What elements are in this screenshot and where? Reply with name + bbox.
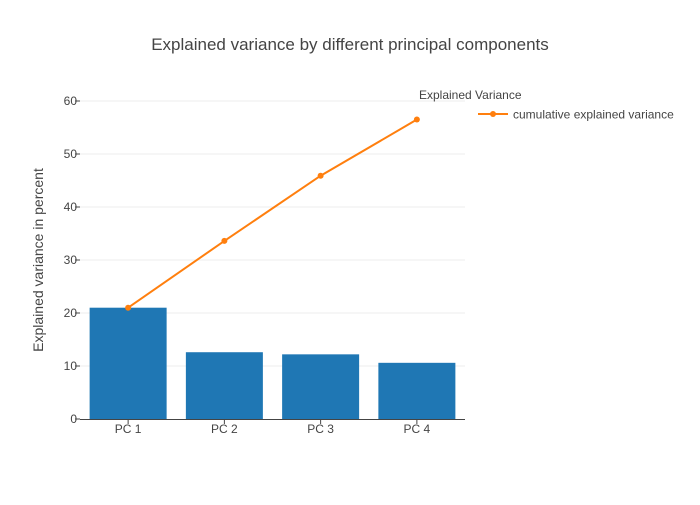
legend-marker-swatch (490, 111, 496, 117)
y-axis-ticks: 0 10 20 30 40 50 60 (64, 94, 80, 426)
x-tick-label: PC 2 (211, 422, 238, 436)
y-tick-label: 50 (64, 147, 78, 161)
bar-series (89, 307, 456, 419)
chart-title: Explained variance by different principa… (151, 35, 549, 54)
y-tick-label: 30 (64, 253, 78, 267)
legend: Explained Variance cumulative explained … (419, 88, 674, 122)
legend-title: Explained Variance (419, 88, 522, 102)
bar[interactable] (282, 354, 360, 419)
line-point[interactable] (317, 172, 324, 179)
bar[interactable] (378, 362, 456, 419)
y-axis-title: Explained variance in percent (30, 168, 46, 352)
legend-item-label: cumulative explained variance (513, 108, 674, 122)
bar[interactable] (89, 307, 167, 419)
y-tick-label: 40 (64, 200, 78, 214)
line-point[interactable] (413, 116, 420, 123)
line-point[interactable] (221, 237, 228, 244)
x-tick-label: PC 1 (115, 422, 142, 436)
y-tick-label: 0 (70, 412, 77, 426)
line-point[interactable] (125, 304, 132, 311)
x-axis-ticks: PC 1 PC 2 PC 3 PC 4 (115, 419, 431, 436)
legend-item-cumulative[interactable]: cumulative explained variance (478, 108, 674, 122)
x-tick-label: PC 4 (404, 422, 431, 436)
cumulative-line-series (125, 116, 420, 311)
y-tick-label: 60 (64, 94, 78, 108)
y-tick-label: 10 (64, 359, 78, 373)
cumulative-line (127, 118, 418, 309)
y-tick-label: 20 (64, 306, 78, 320)
x-tick-label: PC 3 (307, 422, 334, 436)
bar[interactable] (185, 352, 263, 419)
